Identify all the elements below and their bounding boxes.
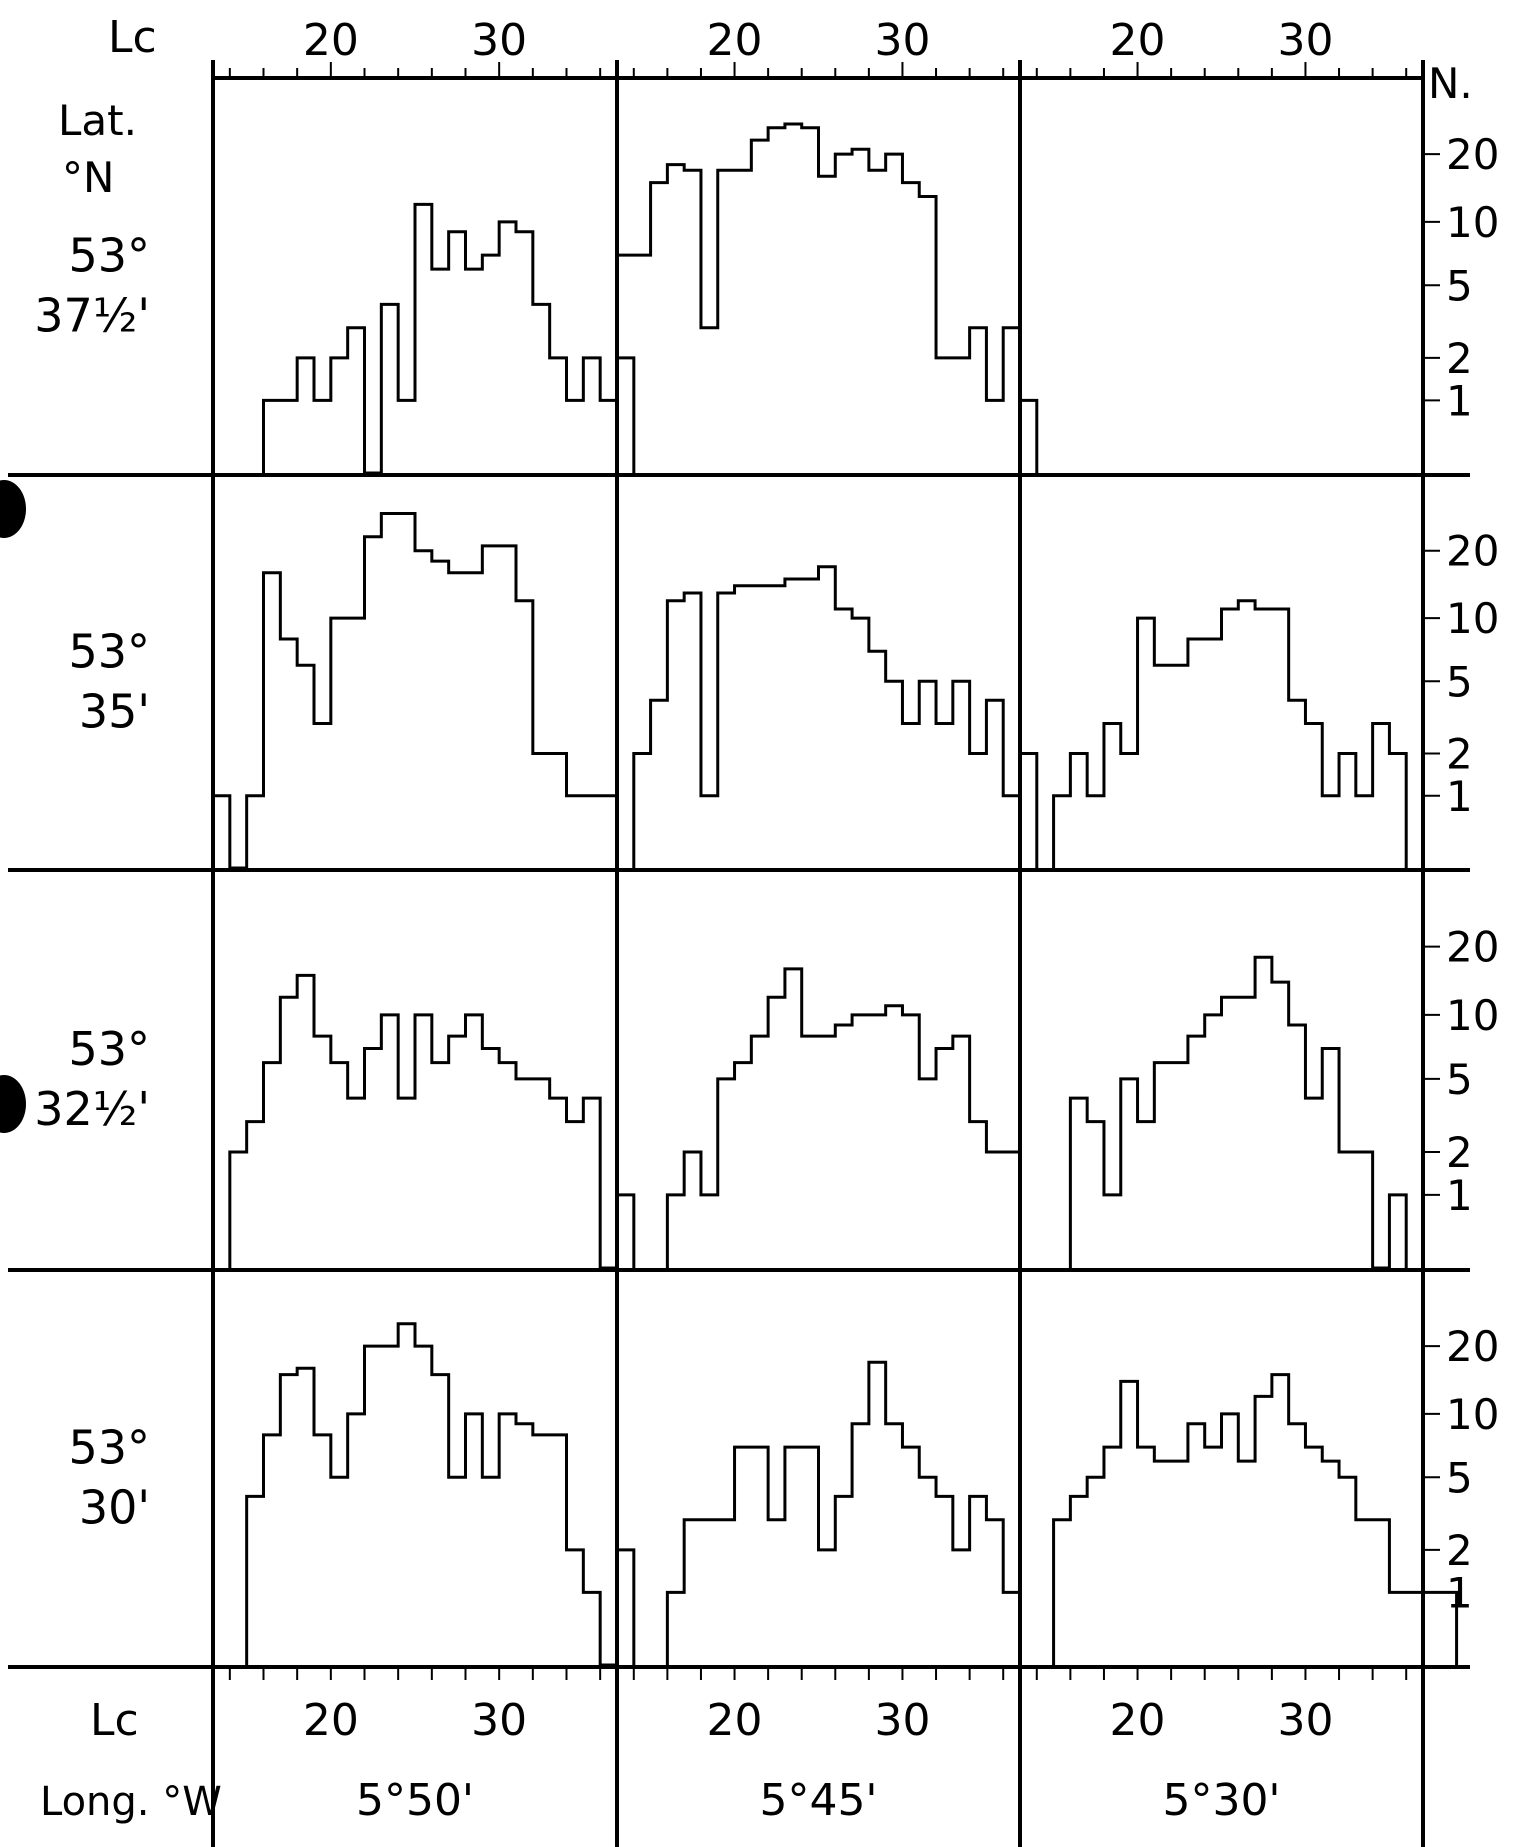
column-label: 5°45' xyxy=(759,1775,877,1826)
x-tick-label-top: 20 xyxy=(707,15,763,66)
histogram-series xyxy=(262,202,636,475)
x-tick-label-top: 30 xyxy=(874,15,930,66)
histogram-series xyxy=(665,1360,1022,1665)
y-tick-label: 20 xyxy=(1446,527,1499,576)
y-tick-label: 5 xyxy=(1446,1453,1473,1502)
y-tick-label: 20 xyxy=(1446,1322,1499,1371)
y-tick-label: 1 xyxy=(1446,1568,1473,1617)
x-tick-label-top: 30 xyxy=(471,15,527,66)
histogram-series xyxy=(632,565,1039,868)
row-label-minutes: 37½' xyxy=(34,289,150,343)
grid-frame xyxy=(8,60,1470,1847)
histogram-layer xyxy=(211,122,1459,1667)
y-tick-label: 1 xyxy=(1446,376,1473,425)
y-tick-label: 2 xyxy=(1446,334,1473,383)
y-tick-label: 2 xyxy=(1446,730,1473,779)
x-tick-label-bottom: 30 xyxy=(874,1695,930,1746)
x-axis-label-bottom: Lc xyxy=(90,1695,139,1746)
y-tick-label: 10 xyxy=(1446,1390,1499,1439)
row-label-degrees: 53° xyxy=(68,229,150,283)
x-tick-label-top: 20 xyxy=(1110,15,1166,66)
histogram-series xyxy=(615,122,1039,473)
histogram-series xyxy=(211,512,619,870)
y-tick-label: 1 xyxy=(1446,772,1473,821)
column-label: 5°50' xyxy=(356,1775,474,1826)
x-tick-label-top: 20 xyxy=(303,15,359,66)
histogram-series xyxy=(245,1322,636,1667)
y-tick-label: 20 xyxy=(1446,923,1499,972)
histogram-series xyxy=(228,973,636,1270)
y-tick-label: 20 xyxy=(1446,130,1499,179)
row-label-minutes: 30' xyxy=(79,1481,150,1535)
histogram-series xyxy=(1052,1373,1459,1665)
y-tick-label: 10 xyxy=(1446,594,1499,643)
x-tick-label-top: 30 xyxy=(1277,15,1333,66)
x-axis-label-top: Lc xyxy=(108,12,157,63)
y-tick-label: 1 xyxy=(1446,1171,1473,1220)
x-tick-label-bottom: 20 xyxy=(707,1695,763,1746)
y-tick-label: 2 xyxy=(1446,1128,1473,1177)
y-tick-label: 10 xyxy=(1446,991,1499,1040)
histogram-series xyxy=(1068,955,1408,1270)
x-tick-label-bottom: 30 xyxy=(471,1695,527,1746)
row-label-degrees: 53° xyxy=(68,625,150,679)
row-label-minutes: 32½' xyxy=(34,1082,150,1136)
y-tick-label: 2 xyxy=(1446,1526,1473,1575)
x-tick-label-bottom: 30 xyxy=(1277,1695,1333,1746)
x-tick-label-bottom: 20 xyxy=(303,1695,359,1746)
column-axis-label: Long. °W xyxy=(40,1779,222,1825)
histogram-series xyxy=(665,967,1022,1268)
row-label-degrees: 53° xyxy=(68,1022,150,1076)
histogram-series xyxy=(1052,599,1408,868)
y-tick-label: 10 xyxy=(1446,198,1499,247)
x-tick-label-bottom: 20 xyxy=(1110,1695,1166,1746)
label-layer: Lc Lc N. Lat. °N Long. °W 20 20 30 30 5°50' 2… xyxy=(34,12,1499,1826)
row-label-degrees: 53° xyxy=(68,1421,150,1475)
column-label: 5°30' xyxy=(1162,1775,1280,1826)
y-axis-label: N. xyxy=(1428,59,1473,108)
row-axis-unit: °N xyxy=(62,153,114,202)
y-tick-label: 5 xyxy=(1446,1055,1473,1104)
y-tick-label: 5 xyxy=(1446,261,1473,310)
y-tick-label: 5 xyxy=(1446,657,1473,706)
row-label-minutes: 35' xyxy=(79,685,150,739)
row-axis-label: Lat. xyxy=(58,96,137,145)
